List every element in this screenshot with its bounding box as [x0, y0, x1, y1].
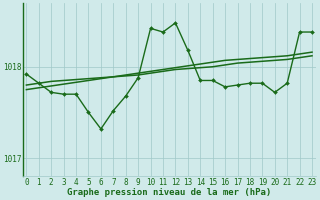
- X-axis label: Graphe pression niveau de la mer (hPa): Graphe pression niveau de la mer (hPa): [67, 188, 271, 197]
